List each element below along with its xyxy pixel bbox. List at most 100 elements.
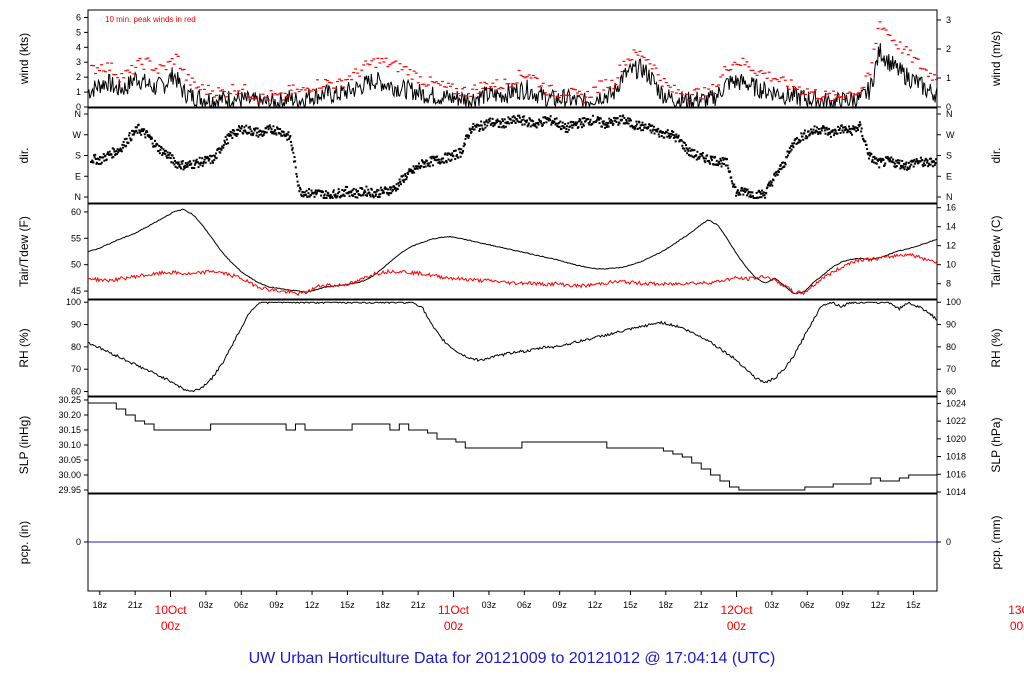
direction-point — [836, 132, 839, 135]
direction-point — [254, 127, 257, 130]
wind-peak-mark — [834, 94, 838, 96]
wind-peak-mark — [277, 93, 281, 95]
direction-point — [530, 119, 533, 122]
wind-peak-mark — [265, 96, 269, 98]
direction-point — [183, 167, 186, 170]
direction-point — [900, 166, 903, 169]
direction-point — [324, 197, 327, 199]
wind-peak-mark — [279, 92, 283, 94]
wind-peak-mark — [453, 93, 457, 95]
direction-point — [526, 125, 529, 128]
direction-point — [773, 173, 776, 176]
direction-point — [928, 163, 931, 166]
direction-point — [430, 157, 433, 160]
x-tick-label: 06z — [517, 600, 532, 610]
direction-point — [625, 120, 628, 123]
direction-point — [532, 123, 535, 126]
direction-point — [793, 139, 796, 142]
direction-point — [376, 196, 379, 199]
direction-point — [834, 129, 837, 132]
direction-point — [556, 125, 559, 128]
direction-point — [369, 195, 372, 198]
direction-point — [179, 167, 182, 170]
direction-point — [120, 148, 123, 151]
wind-peak-mark — [896, 48, 900, 50]
direction-point — [735, 194, 738, 197]
direction-point — [397, 182, 400, 185]
direction-point — [834, 128, 837, 131]
wind-peak-mark — [779, 77, 783, 79]
direction-point — [463, 142, 466, 145]
direction-point — [395, 183, 398, 186]
direction-point — [696, 150, 699, 153]
direction-point — [148, 134, 151, 137]
direction-point — [597, 117, 600, 120]
direction-point — [844, 125, 847, 128]
x-tick-label: 15z — [623, 600, 638, 610]
y-tick-label: 0 — [76, 102, 81, 112]
direction-point — [625, 118, 628, 121]
wind-peak-mark — [104, 71, 108, 73]
direction-point — [426, 162, 429, 165]
direction-point — [697, 156, 700, 159]
wind-peak-mark — [818, 98, 822, 100]
wind-peak-mark — [924, 69, 928, 71]
direction-point — [701, 154, 704, 157]
direction-point — [213, 159, 216, 162]
y-tick-label: 90 — [71, 320, 81, 330]
wind-peak-mark — [916, 58, 920, 60]
wind-peak-mark — [604, 79, 608, 81]
direction-point — [422, 166, 425, 169]
direction-point — [825, 126, 828, 129]
wind-peak-mark — [525, 76, 529, 78]
wind-peak-mark — [311, 88, 315, 91]
wind-peak-mark — [791, 85, 795, 88]
wind-peak-mark — [251, 98, 255, 100]
wind-peak-mark — [610, 79, 614, 81]
direction-point — [599, 117, 602, 120]
direction-point — [734, 186, 737, 189]
direction-point — [509, 118, 512, 121]
wind-peak-mark — [926, 75, 930, 77]
wind-peak-mark — [194, 87, 198, 89]
direction-point — [289, 134, 292, 137]
wind-peak-mark — [352, 71, 356, 74]
direction-point — [181, 162, 184, 165]
direction-point — [290, 144, 293, 147]
wind-peak-mark — [580, 93, 584, 95]
direction-point — [432, 155, 435, 158]
y-tick-label: 3 — [946, 15, 951, 25]
wind-peak-mark — [390, 62, 394, 64]
direction-point — [183, 165, 186, 168]
direction-point — [386, 192, 389, 195]
direction-point — [184, 162, 187, 165]
direction-point — [98, 158, 101, 161]
direction-point — [436, 158, 439, 161]
direction-point — [308, 195, 311, 198]
direction-point — [106, 153, 109, 156]
y-tick-label: 14 — [946, 222, 956, 232]
wind-peak-mark — [886, 34, 890, 36]
direction-point — [364, 191, 367, 194]
direction-point — [821, 126, 824, 129]
direction-point — [611, 123, 614, 126]
direction-point — [657, 127, 660, 130]
y-axis-label-right: wind (m/s) — [989, 31, 1003, 87]
direction-point — [704, 157, 707, 160]
wind-peak-mark — [150, 69, 154, 71]
direction-point — [793, 142, 796, 145]
direction-point — [180, 160, 183, 163]
direction-point — [263, 130, 266, 133]
wind-peak-mark — [465, 95, 469, 97]
direction-point — [401, 175, 404, 178]
wind-peak-mark — [285, 95, 289, 98]
direction-point — [430, 161, 433, 164]
direction-point — [669, 135, 672, 138]
direction-point — [926, 159, 929, 162]
direction-point — [485, 120, 488, 123]
direction-point — [731, 182, 734, 185]
direction-point — [374, 194, 377, 197]
direction-point — [178, 165, 181, 168]
direction-point — [409, 170, 412, 173]
direction-point — [193, 163, 196, 166]
